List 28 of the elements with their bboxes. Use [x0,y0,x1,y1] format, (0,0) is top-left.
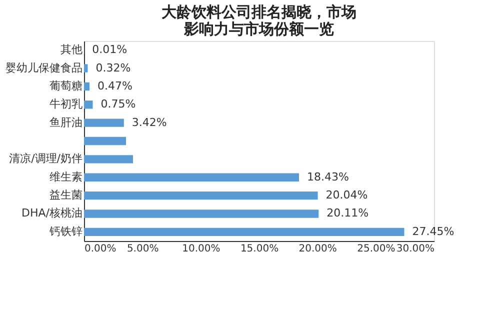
y-tick-label: 钙铁锌 [48,224,82,238]
x-tick-label: 0.00% [84,244,116,254]
x-tick-label: 20.00% [298,244,337,254]
y-tick-label: 维生素 [50,170,82,184]
y-tick-label: 清凉/调理/奶伴 [9,152,82,166]
y-tick-label: 益生菌 [50,188,82,202]
x-tick-label: 5.00% [126,244,159,254]
data-label: 0.75% [100,98,136,111]
data-label: 18.43% [307,170,349,184]
x-tick-label: 10.00% [182,244,220,254]
y-tick-label: DHA/核桃油 [22,206,82,220]
text: 大龄饮料公司排名揭晓，市场 [162,3,356,21]
data-label: 0.32% [96,61,131,74]
data-label: 20.04% [326,188,368,202]
y-tick-label: 其他 [60,43,82,56]
y-tick-label: 葡萄糖 [50,79,82,92]
y-tick-label: 牛初乳 [50,98,82,111]
data-label: 3.42% [132,116,167,129]
text: 影响力与市场份额一览 [184,20,334,38]
data-label: 0.01% [92,43,128,56]
data-label: 0.47% [97,79,132,92]
x-tick-label: 25.00% [357,244,396,254]
data-label: 27.45% [412,224,454,238]
y-tick-label: 婴幼儿保健食品 [6,61,82,74]
x-tick-label: 30.00% [396,244,434,254]
y-tick-label: 鱼肝油 [50,116,82,129]
x-tick-label: 15.00% [240,244,279,254]
data-label: 20.11% [326,206,369,220]
